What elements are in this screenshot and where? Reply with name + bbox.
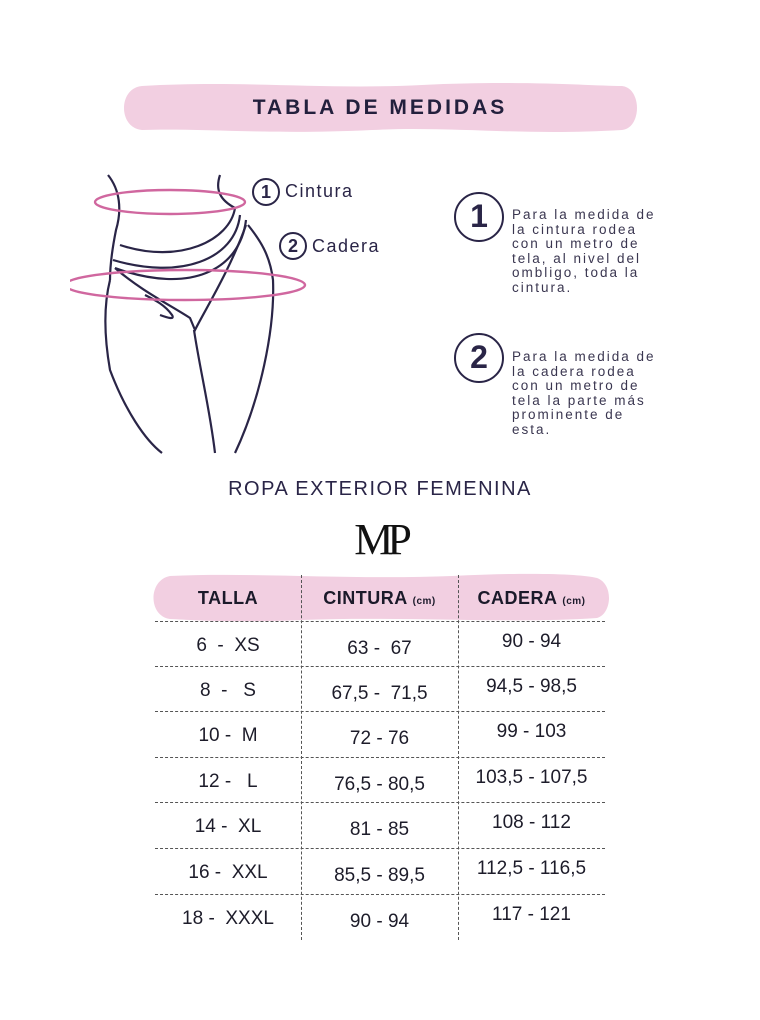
instruction-line: tela la parte más: [512, 392, 646, 408]
table-cell: 112,5 - 116,5: [476, 858, 587, 879]
instruction-number-2: 2: [454, 333, 504, 383]
table-cell: 81 - 85: [349, 819, 410, 840]
hip-instruction: Para la medida de la cadera rodea con un…: [512, 349, 692, 437]
instruction-line: ombligo, toda la: [512, 265, 640, 280]
row-divider: [155, 757, 605, 758]
table-cell: 6 - XS: [196, 635, 260, 656]
table-cell: 90 - 94: [349, 911, 410, 932]
waist-label: Cintura: [285, 181, 354, 201]
table-cell: 94,5 - 98,5: [486, 676, 577, 697]
header-cadera: CADERA (cm): [458, 575, 605, 621]
instruction-line: esta.: [512, 421, 552, 437]
table-cell: 16 - XXL: [188, 862, 268, 883]
row-divider: [155, 894, 605, 895]
header-label: CADERA: [477, 588, 557, 608]
body-illustration: [70, 174, 307, 454]
section-subtitle: ROPA EXTERIOR FEMENINA: [228, 478, 532, 500]
instruction-line: la cintura rodea: [512, 221, 638, 237]
header-unit: (cm): [562, 596, 586, 607]
table-cell: 67,5 - 71,5: [331, 683, 428, 704]
instruction-line: cintura.: [512, 279, 573, 295]
table-cell: 99 - 103: [496, 721, 567, 742]
header-unit: (cm): [412, 596, 436, 607]
header-talla: TALLA: [155, 575, 301, 621]
table-cell: 103,5 - 107,5: [475, 767, 588, 788]
instruction-line: la cadera rodea: [512, 363, 636, 379]
table-cell: 14 - XL: [194, 816, 262, 837]
brand-logo: MP: [354, 515, 412, 564]
table-cell: 10 - M: [198, 725, 258, 746]
waist-number-badge: 1: [252, 178, 280, 206]
hip-label: Cadera: [312, 236, 381, 256]
title-banner: [124, 83, 637, 132]
table-cell: 108 - 112: [492, 812, 571, 833]
table-cell: 85,5 - 89,5: [334, 865, 425, 886]
instruction-line: Para la medida de: [512, 207, 656, 222]
header-label: TALLA: [197, 588, 259, 608]
table-cell: 8 - S: [200, 680, 256, 701]
table-cell: 12 - L: [198, 771, 258, 792]
table-header-banner: [153, 573, 610, 622]
instruction-line: con un metro de: [512, 378, 640, 393]
instruction-line: prominente de: [512, 407, 625, 422]
header-cintura: CINTURA (cm): [301, 575, 458, 621]
row-divider: [155, 848, 605, 849]
instruction-line: tela, al nivel del: [512, 250, 642, 266]
instruction-number-1: 1: [454, 192, 504, 242]
header-label: CINTURA: [323, 588, 408, 608]
row-divider: [155, 802, 605, 803]
table-cell: 76,5 - 80,5: [334, 774, 425, 795]
page-title: TABLA DE MEDIDAS: [252, 96, 508, 119]
hip-number-badge: 2: [279, 232, 307, 260]
table-cell: 72 - 76: [349, 728, 410, 749]
table-cell: 117 - 121: [492, 904, 571, 925]
table-cell: 90 - 94: [501, 631, 562, 652]
table-cell: 63 - 67: [347, 638, 412, 659]
row-divider: [155, 711, 605, 712]
instruction-line: Para la medida de: [512, 349, 656, 364]
table-cell: 18 - XXXL: [182, 908, 274, 929]
instruction-line: con un metro de: [512, 236, 640, 251]
row-divider: [155, 666, 605, 667]
row-divider: [155, 621, 605, 622]
waist-instruction: Para la medida de la cintura rodea con u…: [512, 207, 692, 295]
